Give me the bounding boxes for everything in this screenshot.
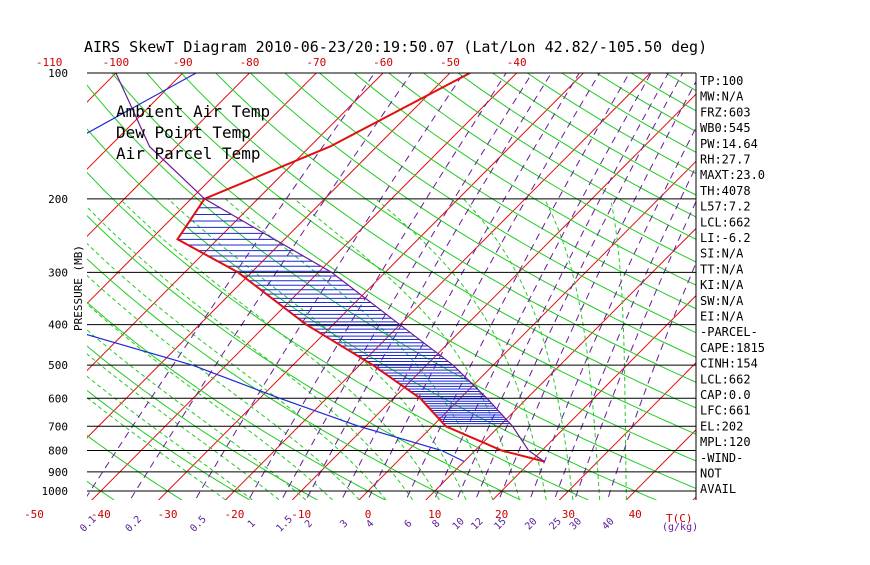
index-label: CAP:0.0 (700, 388, 751, 402)
legend-dewpoint: Dew Point Temp (116, 123, 251, 142)
isotherm-line (0, 54, 68, 508)
pressure-tick-label: 400 (48, 319, 68, 332)
dry-adiabat-line (298, 54, 870, 508)
mixing-ratio-tick-label: 6 (402, 518, 414, 530)
index-label: EL:202 (700, 419, 743, 433)
index-label: EI:N/A (700, 310, 744, 324)
mixing-ratio-tick-label: 12 (469, 516, 485, 532)
top-temp-tick-label: -60 (373, 56, 393, 69)
mixing-ratio-tick-label: 40 (600, 516, 616, 532)
index-label: SI:N/A (700, 247, 744, 261)
isotherm-line (418, 54, 870, 508)
index-label: MW:N/A (700, 90, 744, 104)
dry-adiabat-line (433, 54, 870, 508)
index-label: -PARCEL- (700, 325, 758, 339)
mixing-ratio-tick-label: 0.2 (124, 514, 145, 535)
moist-adiabat-line (0, 199, 252, 500)
dry-adiabat-line (365, 54, 870, 508)
index-label: FRZ:603 (700, 105, 751, 119)
dry-adiabat-line (399, 54, 870, 508)
index-label: LI:-6.2 (700, 231, 751, 245)
chart-title: AIRS SkewT Diagram 2010-06-23/20:19:50.0… (84, 38, 707, 56)
index-label: LFC:661 (700, 404, 751, 418)
isotherm-line (0, 54, 1, 508)
legend-parcel: Air Parcel Temp (116, 144, 261, 163)
index-label: AVAIL (700, 482, 736, 496)
bottom-temp-tick-label: -50 (24, 508, 44, 521)
top-temp-tick-label: -70 (306, 56, 326, 69)
index-label: LCL:662 (700, 215, 751, 229)
index-label: PW:14.64 (700, 137, 758, 151)
index-label: CAPE:1815 (700, 341, 765, 355)
pressure-tick-label: 800 (48, 444, 68, 457)
mixing-ratio-tick-label: 3 (338, 518, 350, 530)
pressure-tick-label: 700 (48, 420, 68, 433)
pressure-tick-label: 600 (48, 392, 68, 405)
mixing-ratio-line (472, 73, 683, 508)
cape-hatch (178, 208, 511, 424)
pressure-tick-label: 200 (48, 193, 68, 206)
index-label: TH:4078 (700, 184, 751, 198)
mixing-ratio-tick-label: 0.5 (188, 514, 209, 535)
index-label: KI:N/A (700, 278, 744, 292)
isotherm-line (752, 54, 870, 508)
dry-adiabat-line (735, 54, 870, 508)
top-temp-tick-label: -90 (173, 56, 193, 69)
mixing-ratio-tick-label: 1 (246, 518, 258, 530)
mixing-ratio-tick-label: 4 (364, 518, 376, 530)
isotherm-line (0, 54, 135, 508)
index-label: LCL:662 (700, 372, 751, 386)
mixing-ratio-line (302, 73, 552, 508)
legend-ambient: Ambient Air Temp (116, 102, 270, 121)
index-label: RH:27.7 (700, 153, 751, 167)
bottom-temp-tick-label: -30 (158, 508, 178, 521)
mixing-ratio-tick-label: 10 (451, 516, 467, 532)
mixing-ratio-tick-label: 2 (303, 518, 315, 530)
index-label: NOT (700, 467, 722, 481)
index-label: MPL:120 (700, 435, 751, 449)
dry-adiabat-line (768, 54, 870, 508)
dry-adiabat-line (634, 54, 870, 508)
top-temp-tick-label: -110 (36, 56, 63, 69)
top-temp-tick-label: -100 (103, 56, 130, 69)
y-axis-label: PRESSURE (MB) (72, 245, 85, 331)
pressure-tick-label: 1000 (42, 485, 69, 498)
pressure-tick-label: 500 (48, 359, 68, 372)
pressure-tick-label: 300 (48, 266, 68, 279)
moist-adiabat-line (0, 199, 306, 500)
isotherm-line (484, 54, 870, 508)
top-temp-tick-label: -40 (507, 56, 527, 69)
index-label: TP:100 (700, 74, 743, 88)
index-label: L57:7.2 (700, 200, 751, 214)
index-label: CINH:154 (700, 357, 758, 371)
top-temp-tick-label: -50 (440, 56, 460, 69)
dry-adiabat-line (835, 54, 870, 508)
top-temp-tick-label: -80 (240, 56, 260, 69)
dry-adiabat-line (500, 54, 870, 508)
dry-adiabat-line (668, 54, 870, 508)
bottom-temp-tick-label: 40 (629, 508, 642, 521)
index-label: -WIND- (700, 451, 743, 465)
axes-labels: 1002003004005006007008009001000-120-110-… (0, 56, 696, 535)
bottom-temp-tick-label: -20 (224, 508, 244, 521)
mixing-ratio-line (277, 73, 532, 508)
index-label: TT:N/A (700, 262, 744, 276)
mixing-ratio-line (337, 73, 579, 508)
index-label: SW:N/A (700, 294, 744, 308)
bottom-temp-tick-label: -10 (291, 508, 311, 521)
index-label: MAXT:23.0 (700, 168, 765, 182)
index-label: WB0:545 (700, 121, 751, 135)
mixing-ratio-tick-label: 20 (523, 516, 539, 532)
pressure-tick-label: 900 (48, 466, 68, 479)
mixing-ratio-line (364, 73, 600, 508)
dry-adiabat-line (802, 54, 870, 508)
mixing-ratio-unit: (g/kg) (662, 522, 698, 533)
